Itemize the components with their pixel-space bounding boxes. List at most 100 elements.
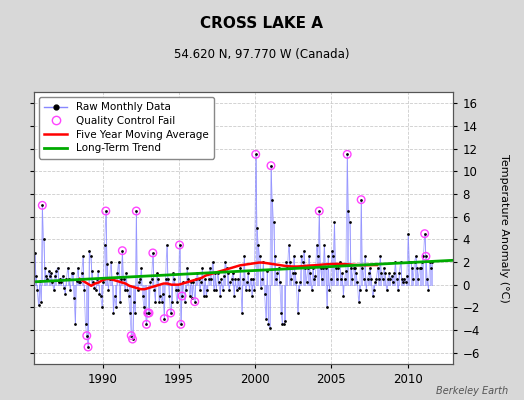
Point	[237, 310, 246, 316]
Point	[301, 264, 310, 271]
Point	[63, 264, 72, 271]
Point	[411, 253, 420, 260]
Point	[143, 321, 151, 328]
Point	[177, 321, 185, 328]
Text: 54.620 N, 97.770 W (Canada): 54.620 N, 97.770 W (Canada)	[174, 48, 350, 61]
Point	[266, 324, 274, 331]
Point	[165, 293, 173, 299]
Point	[68, 270, 76, 276]
Point	[419, 253, 428, 260]
Point	[228, 270, 237, 276]
Point	[119, 276, 128, 282]
Point	[96, 293, 105, 299]
Point	[380, 264, 388, 271]
Point	[401, 279, 410, 286]
Point	[210, 287, 218, 294]
Point	[258, 276, 266, 282]
Point	[194, 276, 203, 282]
Point	[62, 276, 71, 282]
Point	[43, 276, 51, 282]
Point	[332, 264, 340, 271]
Point	[269, 219, 278, 226]
Point	[384, 276, 392, 282]
Point	[230, 293, 238, 299]
Point	[260, 290, 269, 297]
Point	[341, 276, 349, 282]
Point	[348, 276, 356, 282]
Point	[386, 276, 395, 282]
Point	[233, 287, 241, 294]
Point	[90, 285, 99, 291]
Point	[162, 242, 171, 248]
Point	[345, 219, 354, 226]
Point	[365, 270, 373, 276]
Legend: Raw Monthly Data, Quality Control Fail, Five Year Moving Average, Long-Term Tren: Raw Monthly Data, Quality Control Fail, …	[39, 97, 214, 158]
Point	[110, 310, 118, 316]
Point	[179, 279, 188, 286]
Point	[171, 287, 180, 294]
Point	[216, 293, 224, 299]
Point	[129, 298, 138, 305]
Point	[59, 272, 67, 279]
Point	[376, 253, 385, 260]
Point	[168, 298, 176, 305]
Point	[74, 264, 82, 271]
Point	[391, 259, 400, 265]
Point	[156, 293, 165, 299]
Point	[123, 287, 132, 294]
Point	[116, 298, 124, 305]
Point	[149, 250, 157, 256]
Point	[422, 253, 430, 260]
Point	[400, 276, 409, 282]
Point	[351, 264, 359, 271]
Point	[150, 287, 158, 294]
Point	[423, 276, 431, 282]
Point	[191, 298, 199, 305]
Point	[79, 253, 87, 260]
Point	[385, 270, 394, 276]
Point	[323, 304, 331, 310]
Point	[303, 264, 312, 271]
Point	[292, 279, 301, 286]
Point	[212, 287, 221, 294]
Point	[328, 248, 336, 254]
Y-axis label: Temperature Anomaly (°C): Temperature Anomaly (°C)	[499, 154, 509, 302]
Point	[372, 276, 380, 282]
Point	[215, 279, 223, 286]
Point	[252, 151, 260, 158]
Point	[52, 268, 60, 274]
Point	[239, 276, 247, 282]
Point	[48, 279, 57, 286]
Point	[33, 287, 41, 294]
Point	[112, 304, 120, 310]
Point	[410, 259, 419, 265]
Point	[259, 259, 268, 265]
Point	[377, 270, 386, 276]
Point	[243, 279, 251, 286]
Point	[92, 287, 100, 294]
Point	[197, 279, 205, 286]
Point	[236, 264, 245, 271]
Point	[155, 298, 163, 305]
Point	[404, 230, 412, 237]
Point	[45, 268, 53, 274]
Point	[88, 268, 96, 274]
Point	[160, 316, 168, 322]
Point	[27, 278, 35, 284]
Point	[176, 242, 184, 248]
Point	[86, 253, 95, 260]
Point	[333, 276, 341, 282]
Point	[286, 259, 294, 265]
Point	[368, 293, 377, 299]
Point	[361, 253, 369, 260]
Point	[359, 276, 368, 282]
Point	[282, 259, 290, 265]
Point	[185, 293, 194, 299]
Point	[127, 332, 135, 339]
Point	[61, 290, 69, 297]
Point	[407, 259, 415, 265]
Point	[26, 272, 34, 279]
Point	[287, 276, 296, 282]
Point	[94, 268, 102, 274]
Point	[424, 287, 433, 294]
